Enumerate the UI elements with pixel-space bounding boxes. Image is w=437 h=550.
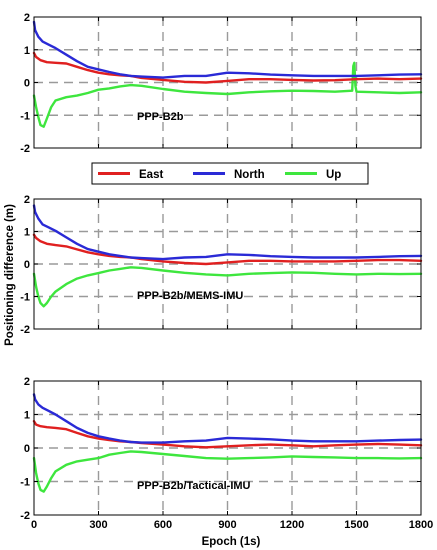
y-tick-label: -2 [20,324,30,336]
series-line-north [32,204,423,261]
y-tick-label: 1 [24,45,30,57]
legend: East North Up [91,162,369,185]
y-tick-label: 0 [24,259,30,271]
y-tick-label: -2 [20,143,30,155]
x-tick-label: 1500 [344,519,368,531]
legend-box [91,162,369,185]
y-tick-label: 0 [24,443,30,455]
series-line-up [32,61,423,128]
y-tick-label: -1 [20,110,30,122]
series-line-up [32,450,423,493]
y-tick-label: -1 [20,477,30,489]
y-tick-label: 2 [24,376,30,388]
panel-3: -2 -1 0 1 2 0 300 600 900 1200 1500 1800 PPP-B2b/Tac… [20,376,433,531]
x-tick-label: 0 [31,519,37,531]
x-tick-label: 300 [89,519,107,531]
y-tick-label: 2 [24,12,30,24]
series-line-east [32,51,423,84]
series-line-north [32,20,423,79]
y-tick-label: -1 [20,292,30,304]
panel-1: -2 -1 0 1 2 PPP-B2b [20,12,423,155]
legend-label-north: North [234,169,265,181]
legend-label-up: Up [326,169,341,181]
series-line-up [32,266,423,308]
series-line-north [32,393,423,444]
x-tick-label: 600 [154,519,172,531]
legend-label-east: East [139,169,163,181]
panel-2: -2 -1 0 1 2 PPP-B2b/MEMS-IMU [20,194,423,336]
y-tick-label: 1 [24,410,30,422]
chart-panels: -2-1012PPP-B2b-2-1012PPP-B2b/MEMS-IMU-2-… [20,12,433,531]
x-axis-title: Epoch (1s) [202,536,261,548]
y-tick-label: 0 [24,78,30,90]
y-axis-title: Positioning difference (m) [4,204,16,346]
y-tick-label: 1 [24,227,30,239]
x-tick-label: 900 [218,519,236,531]
series-line-east [32,233,423,266]
y-tick-label: 2 [24,194,30,206]
y-tick-label: -2 [20,510,30,522]
panel-label: PPP-B2b [137,111,184,123]
x-tick-label: 1800 [409,519,433,531]
x-tick-label: 1200 [280,519,304,531]
panel-label: PPP-B2b/MEMS-IMU [137,290,243,302]
panel-label: PPP-B2b/Tactical-IMU [137,480,251,492]
